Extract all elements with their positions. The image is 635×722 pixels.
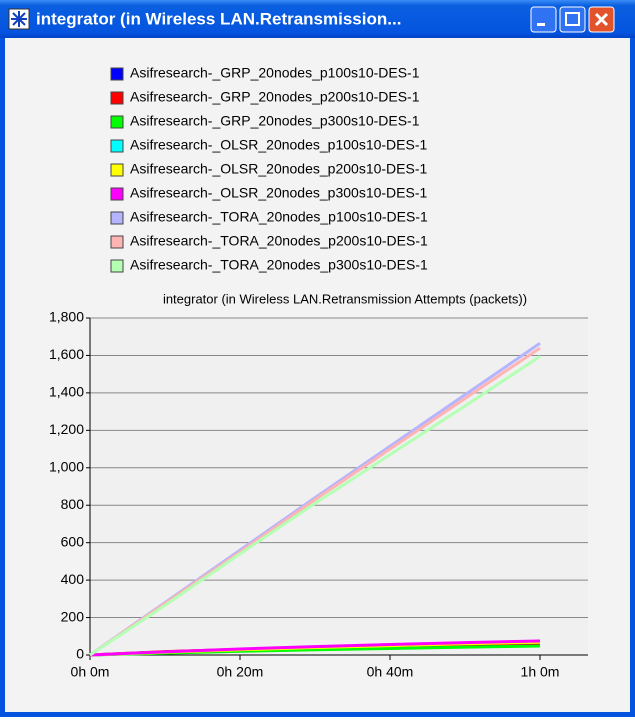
series-line — [89, 639, 541, 657]
y-tick-label: 1,400 — [49, 384, 84, 400]
y-tick-label: 1,000 — [49, 458, 84, 474]
x-tick-label: 0h 40m — [367, 664, 414, 680]
title-bar — [0, 0, 635, 38]
y-tick-label: 200 — [61, 608, 85, 624]
legend-swatch — [110, 139, 124, 153]
y-tick-label: 0 — [76, 646, 84, 662]
legend-label: Asifresearch-_OLSR_20nodes_p100s10-DES-1 — [130, 137, 427, 153]
x-tick-label: 1h 0m — [521, 664, 560, 680]
series-line — [89, 355, 541, 657]
legend-swatch — [110, 115, 124, 129]
close-button[interactable] — [588, 6, 615, 33]
legend-label: Asifresearch-_TORA_20nodes_p200s10-DES-1 — [130, 233, 428, 249]
app-icon — [8, 8, 30, 30]
legend-swatch — [110, 91, 124, 105]
maximize-button[interactable] — [559, 6, 586, 33]
legend-label: Asifresearch-_OLSR_20nodes_p300s10-DES-1 — [130, 185, 427, 201]
legend-swatch — [110, 163, 124, 177]
legend-label: Asifresearch-_GRP_20nodes_p300s10-DES-1 — [130, 113, 420, 129]
y-tick-label: 400 — [61, 571, 85, 587]
y-tick-label: 800 — [61, 496, 85, 512]
legend-swatch — [110, 235, 124, 249]
x-tick-label: 0h 0m — [71, 664, 110, 680]
x-tick-label: 0h 20m — [217, 664, 264, 680]
legend-label: Asifresearch-_TORA_20nodes_p300s10-DES-1 — [130, 257, 428, 273]
series-line — [89, 346, 541, 657]
legend-swatch — [110, 211, 124, 225]
legend-label: Asifresearch-_OLSR_20nodes_p200s10-DES-1 — [130, 161, 427, 177]
legend-swatch — [110, 67, 124, 81]
chart-title: integrator (in Wireless LAN.Retransmissi… — [163, 291, 527, 306]
y-tick-label: 1,800 — [49, 309, 84, 325]
minimize-button[interactable] — [530, 6, 557, 33]
legend-label: Asifresearch-_GRP_20nodes_p100s10-DES-1 — [130, 65, 420, 81]
legend-label: Asifresearch-_GRP_20nodes_p200s10-DES-1 — [130, 89, 420, 105]
legend-swatch — [110, 259, 124, 273]
legend-label: Asifresearch-_TORA_20nodes_p100s10-DES-1 — [130, 209, 428, 225]
window-title: integrator (in Wireless LAN.Retransmissi… — [36, 9, 401, 28]
y-tick-label: 1,600 — [49, 346, 84, 362]
legend-swatch — [110, 187, 124, 201]
y-tick-label: 600 — [61, 533, 85, 549]
y-tick-label: 1,200 — [49, 421, 84, 437]
